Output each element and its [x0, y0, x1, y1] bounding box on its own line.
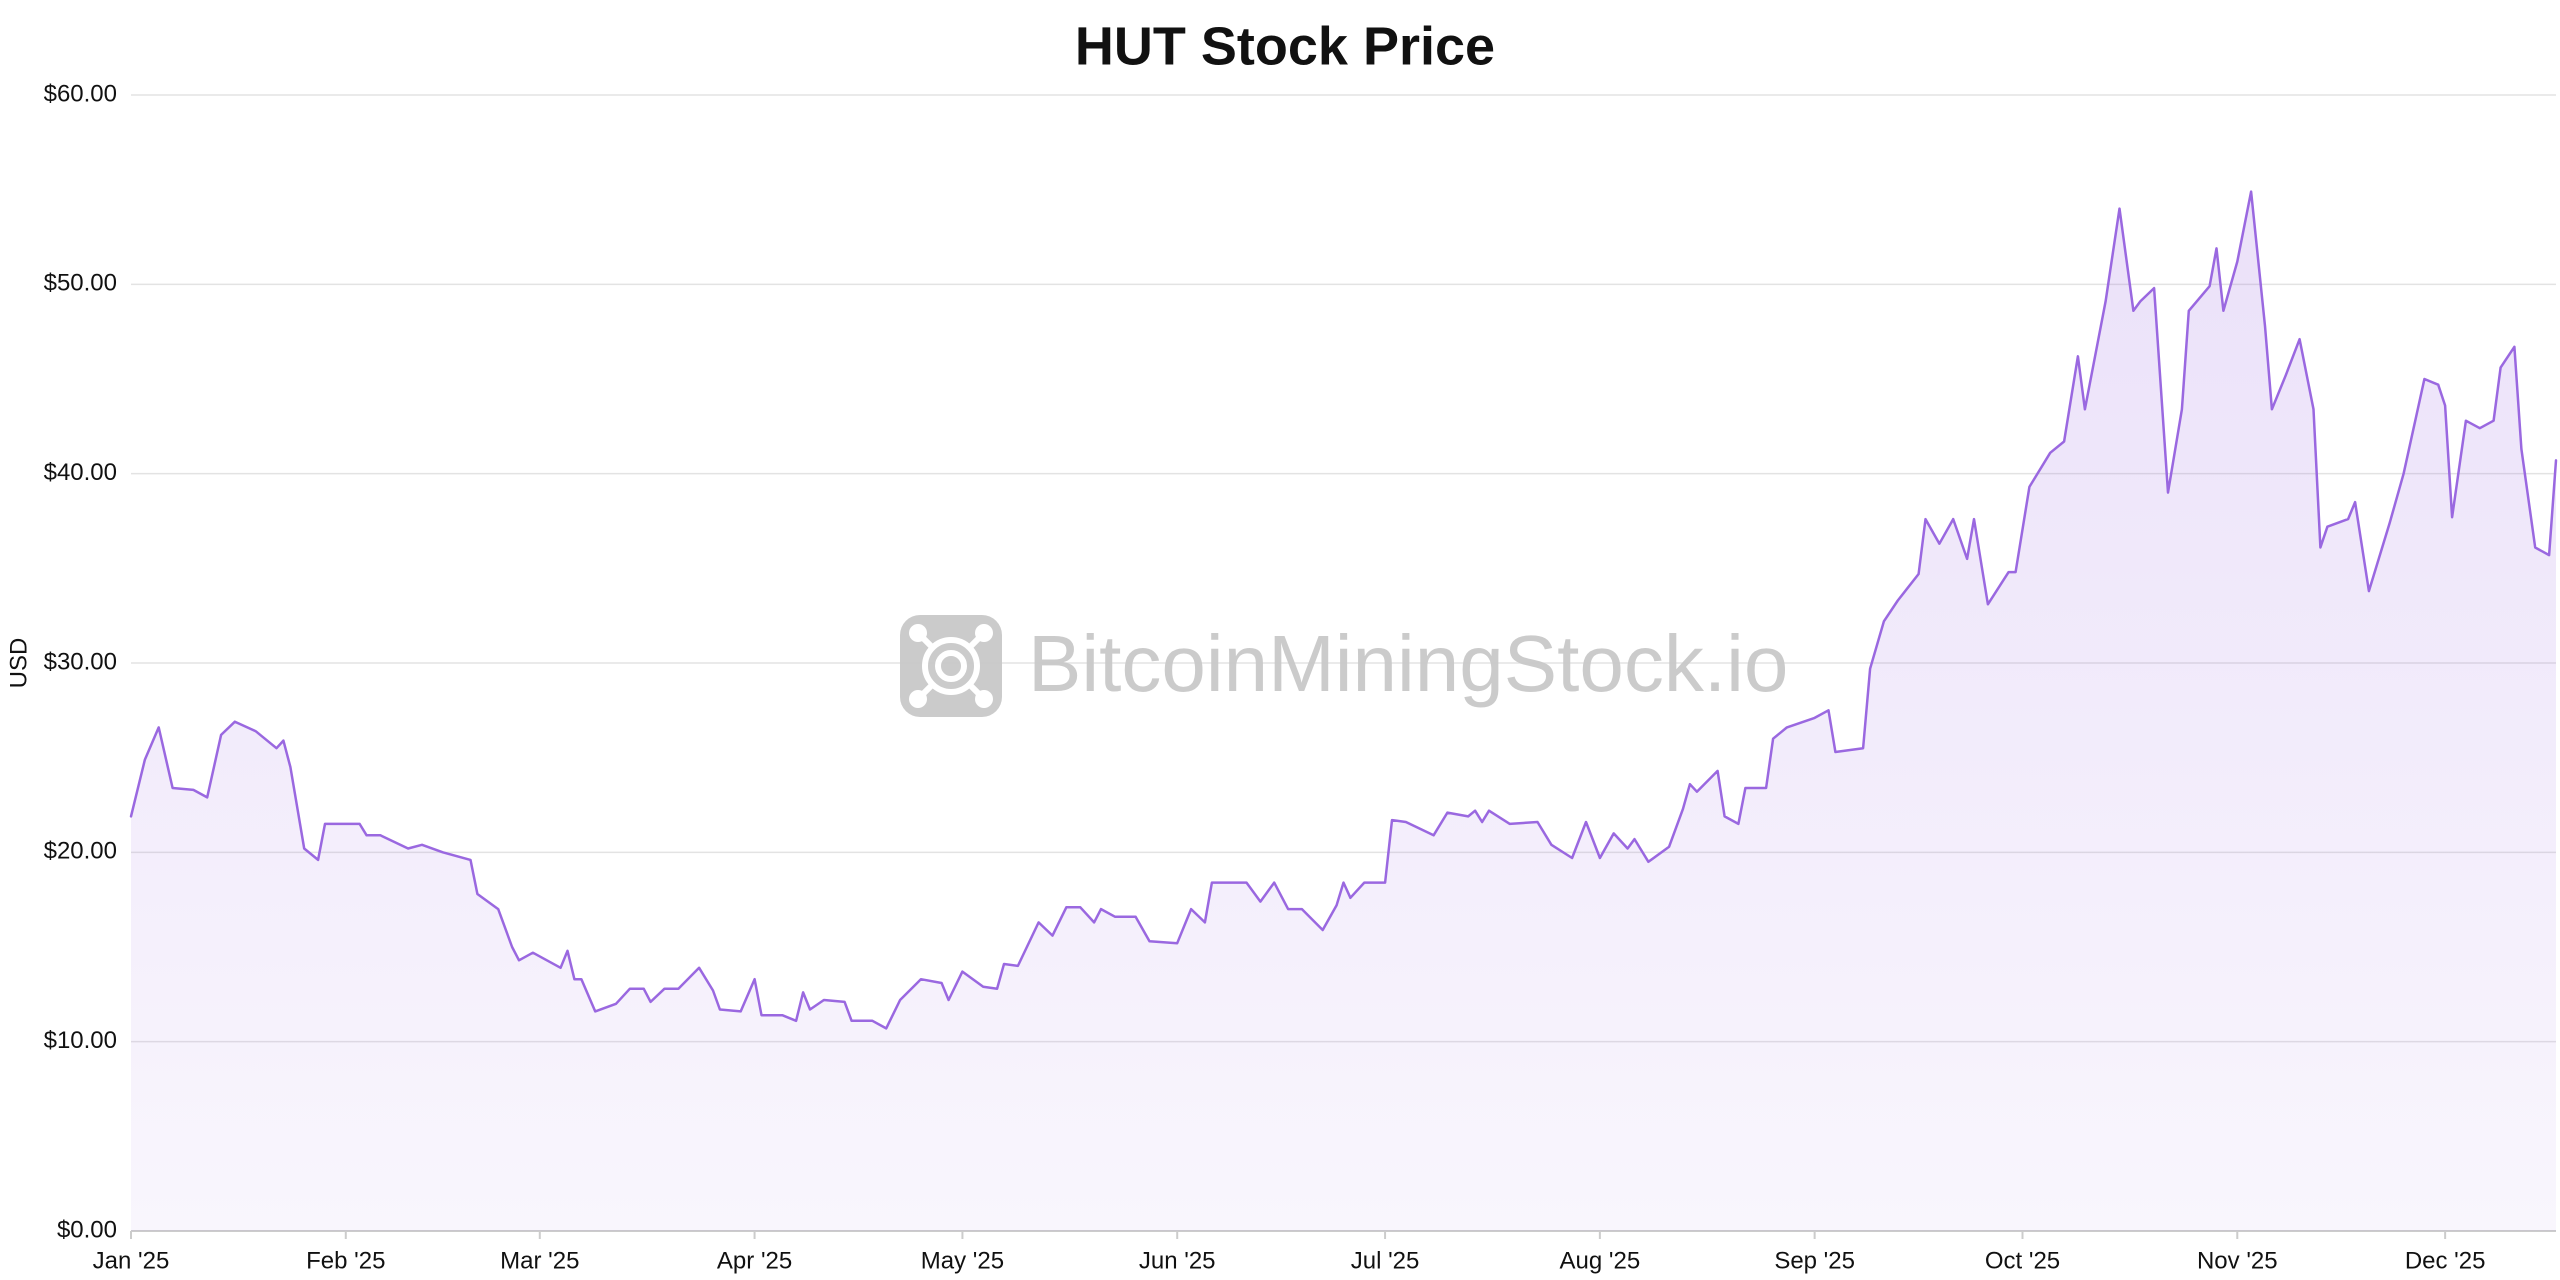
chart-title: HUT Stock Price: [1075, 16, 1495, 76]
y-tick-label: $30.00: [44, 648, 117, 675]
x-tick-label: Feb '25: [306, 1247, 385, 1274]
x-tick-label: Aug '25: [1560, 1247, 1641, 1274]
price-line: [129, 190, 2558, 1030]
x-tick-label: Jul '25: [1351, 1247, 1420, 1274]
y-tick-label: $20.00: [44, 838, 117, 865]
watermark-text: BitcoinMiningStock.io: [1028, 619, 1788, 708]
x-tick-label: Dec '25: [2405, 1247, 2486, 1274]
y-tick-label: $60.00: [44, 80, 117, 107]
x-tick-label: May '25: [921, 1247, 1004, 1274]
y-tick-label: $50.00: [44, 270, 117, 297]
x-tick-label: Nov '25: [2197, 1247, 2278, 1274]
x-tick-label: Sep '25: [1774, 1247, 1855, 1274]
area-fill: [131, 191, 2556, 1232]
x-tick-label: Jan '25: [93, 1247, 170, 1274]
y-tick-label: $10.00: [44, 1027, 117, 1054]
x-tick-label: Oct '25: [1985, 1247, 2060, 1274]
y-axis-label: USD: [5, 638, 32, 689]
y-tick-label: $40.00: [44, 459, 117, 486]
x-tick-label: Mar '25: [500, 1247, 579, 1274]
watermark-icon-lines: [909, 624, 993, 708]
x-tick-label: Jun '25: [1139, 1247, 1216, 1274]
watermark: BitcoinMiningStock.io: [900, 615, 1788, 717]
x-tick-label: Apr '25: [717, 1247, 792, 1274]
y-tick-label: $0.00: [57, 1216, 117, 1243]
